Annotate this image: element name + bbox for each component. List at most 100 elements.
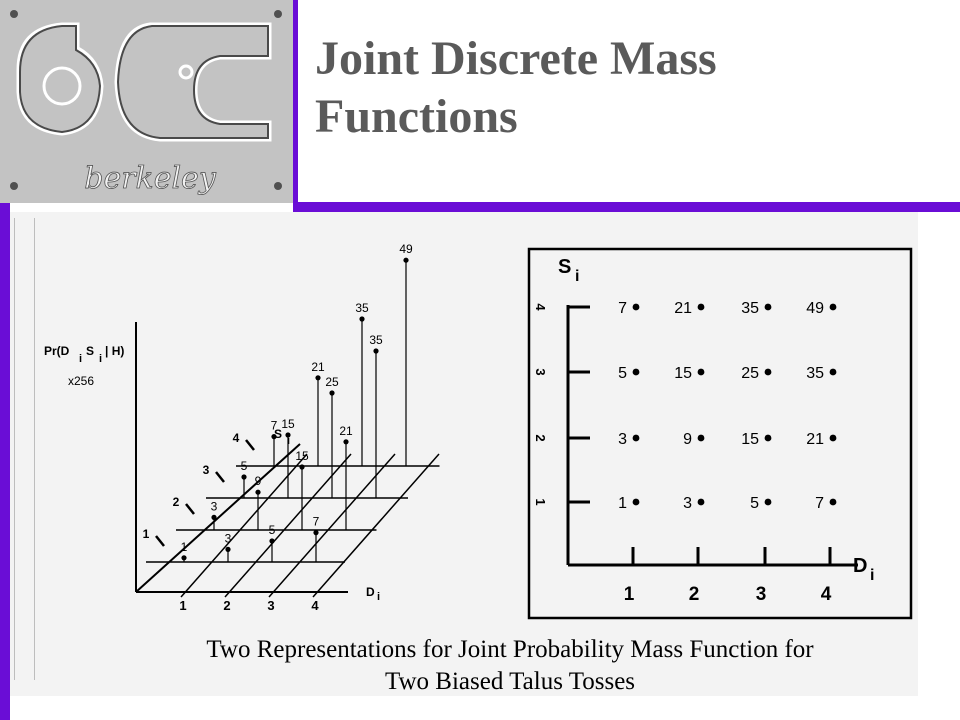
stem-label-d2-s1: 3 [225, 531, 232, 545]
logo-wordmark: berkeley [84, 161, 217, 196]
stem-point-d3-s1 [269, 538, 275, 544]
stem-point-d4-s2 [343, 439, 349, 445]
right-x-label: D [853, 555, 867, 577]
figure-panel [10, 212, 918, 696]
s-axis-label: S [274, 427, 282, 441]
stem-label-d2-s3: 15 [281, 417, 295, 431]
s-tick-label-1: 1 [143, 527, 150, 541]
caption-line-1: Two Representations for Joint Probabilit… [206, 636, 814, 663]
d-tick-label-3: 3 [267, 598, 274, 613]
col-line-d4 [312, 453, 440, 598]
grid-value-d4-s3: 35 [806, 365, 824, 382]
stem-point-d4-s4 [403, 257, 409, 263]
figure-left-rule [14, 218, 15, 680]
x-tick-label-4: 4 [821, 584, 832, 605]
grid-value-d3-s3: 25 [741, 365, 759, 382]
stem-label-d4-s4: 49 [399, 242, 413, 256]
right-plot-frame [527, 247, 913, 620]
grid-value-d1-s3: 5 [618, 365, 627, 382]
s-tick-4 [245, 439, 255, 451]
grid-point-d4-s1 [829, 498, 837, 506]
grid-point-d3-s1 [764, 498, 772, 506]
stem-point-d4-s3 [373, 348, 379, 354]
grid-value-d3-s4: 35 [741, 300, 759, 317]
grid-point-d4-s4 [829, 303, 837, 311]
right-y-label: S [558, 256, 571, 278]
stem-point-d1-s2 [211, 514, 217, 521]
stem-point-d2-s1 [225, 546, 231, 553]
title-line-1: Joint Discrete Mass [315, 32, 717, 85]
stem-point-d4-s1 [313, 530, 319, 536]
grid-point-d2-s3 [697, 368, 705, 376]
stem-point-d1-s1 [181, 555, 187, 561]
stem-point-d1-s4 [271, 434, 277, 440]
ylabel-sub-2: i [99, 353, 102, 365]
right-x-subscript: i [870, 567, 874, 584]
grid-point-d3-s3 [764, 368, 772, 376]
grid-point-d4-s3 [829, 368, 837, 376]
y-tick-label-1: 1 [533, 498, 548, 505]
stem-label-d1-s2: 3 [211, 499, 218, 513]
s-axis [135, 443, 301, 593]
grid-value-d2-s3: 15 [674, 365, 692, 382]
ylabel-end: | H) [105, 344, 124, 358]
s-tick-label-3: 3 [203, 463, 210, 477]
stem-point-d3-s4 [359, 316, 365, 322]
figure-caption: Two Representations for Joint Probabilit… [70, 634, 950, 698]
y-tick-label-4: 4 [533, 303, 548, 311]
grid-value-d2-s4: 21 [674, 300, 692, 317]
grid-value-d3-s1: 5 [750, 495, 759, 512]
grid-value-d1-s4: 7 [618, 300, 627, 317]
ylabel-s: S [86, 344, 94, 358]
grid-point-d2-s2 [697, 434, 705, 442]
title-line-2: Functions [315, 90, 518, 143]
stem-label-d1-s1: 1 [181, 540, 188, 554]
d-tick-label-2: 2 [223, 598, 230, 613]
y-tick-label-2: 2 [533, 434, 548, 441]
stem-point-d1-s3 [241, 474, 247, 480]
x-tick-label-3: 3 [756, 584, 767, 605]
stem-label-d4-s3: 35 [369, 333, 383, 347]
col-line-d3 [268, 453, 396, 598]
s-tick-2 [185, 503, 195, 515]
stem-label-d2-s4: 21 [311, 360, 325, 374]
grid-point-d1-s1 [632, 498, 640, 506]
slide-title: Joint Discrete Mass Functions [315, 30, 955, 146]
grid-point-d1-s2 [632, 434, 640, 442]
stem-point-d2-s3 [285, 432, 291, 438]
d-tick-label-4: 4 [311, 598, 319, 613]
grid-value-d2-s1: 3 [683, 495, 692, 512]
y-tick-label-3: 3 [533, 368, 548, 375]
grid-point-d2-s4 [697, 303, 705, 311]
stem-label-d3-s1: 5 [269, 523, 276, 537]
stem-label-d4-s2: 21 [339, 424, 353, 438]
left-accent-bar [0, 0, 10, 720]
d-axis-label: D [366, 585, 375, 599]
grid-value-d1-s2: 3 [618, 431, 627, 448]
stem-label-d4-s1: 7 [313, 515, 320, 529]
figure-left-rule-inner [34, 218, 35, 680]
grid-value-d4-s1: 7 [815, 495, 824, 512]
col-line-d2 [224, 453, 352, 598]
s-tick-3 [215, 471, 225, 483]
stem-point-d2-s2 [255, 489, 261, 495]
ylabel-sub-1: i [79, 353, 82, 365]
grid-point-d3-s2 [764, 434, 772, 442]
scale-label: x256 [68, 374, 94, 388]
grid-point-d4-s2 [829, 434, 837, 442]
grid-value-d1-s1: 1 [618, 495, 627, 512]
title-underline-bar [298, 202, 960, 212]
ylabel-main: Pr(D [44, 344, 70, 358]
stem-label-d1-s3: 5 [241, 459, 248, 473]
s-tick-label-4: 4 [233, 431, 240, 445]
stem-label-d3-s4: 35 [355, 301, 369, 315]
stem-point-d3-s2 [299, 464, 305, 470]
stem-point-d3-s3 [329, 390, 335, 396]
x-tick-label-2: 2 [689, 584, 700, 605]
right-y-subscript: i [575, 268, 579, 285]
stem-label-d3-s2: 15 [295, 449, 309, 463]
logo-separator-bar [293, 0, 298, 212]
grid-point-d3-s4 [764, 303, 772, 311]
caption-line-2: Two Biased Talus Tosses [384, 668, 636, 695]
